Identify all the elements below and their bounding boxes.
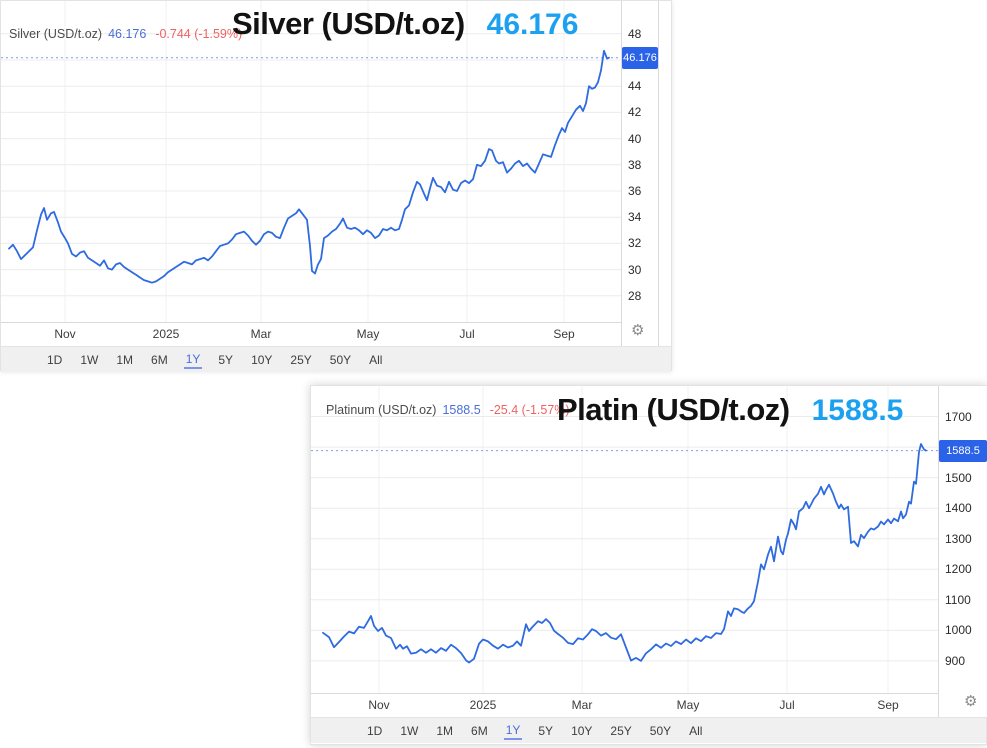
platinum-legend: Platinum (USD/t.oz) 1588.5 -25.4 (-1.57%) [326, 403, 570, 417]
x-axis-label: Nov [368, 698, 390, 712]
range-button-1d[interactable]: 1D [47, 352, 63, 367]
silver-title-text: Silver (USD/t.oz) [232, 6, 465, 41]
range-button-1w[interactable]: 1W [400, 723, 419, 738]
range-button-all[interactable]: All [369, 352, 383, 367]
range-button-1m[interactable]: 1M [116, 352, 134, 367]
platinum-page-title: Platin (USD/t.oz) 1588.5 [557, 392, 903, 428]
platinum-chart-panel: Platinum (USD/t.oz) 1588.5 -25.4 (-1.57%) … [310, 385, 987, 745]
y-axis-label: 28 [628, 289, 642, 303]
silver-range-bar: 1D 1W 1M 6M 1Y 5Y 10Y 25Y 50Y All [1, 346, 671, 372]
range-button-6m[interactable]: 6M [151, 352, 168, 367]
y-axis-label: 1400 [945, 501, 972, 515]
silver-title-price: 46.176 [486, 8, 579, 41]
x-axis-label: 2025 [152, 327, 180, 341]
silver-legend-change: -0.744 (-1.59%) [155, 27, 243, 41]
range-button-5y[interactable]: 5Y [538, 723, 554, 738]
range-button-1w[interactable]: 1W [80, 352, 99, 367]
platinum-range-bar: 1D 1W 1M 6M 1Y 5Y 10Y 25Y 50Y All [311, 717, 986, 743]
y-axis-label: 32 [628, 236, 642, 250]
x-axis-label: Jul [779, 698, 795, 712]
range-button-1m[interactable]: 1M [436, 723, 454, 738]
range-button-1y[interactable]: 1Y [503, 722, 523, 740]
silver-legend: Silver (USD/t.oz) 46.176 -0.744 (-1.59%) [9, 27, 242, 41]
silver-current-price-badge: 46.176 [622, 47, 658, 69]
y-axis-label: 900 [945, 654, 966, 668]
x-axis-label: Nov [54, 327, 76, 341]
y-axis-label: 42 [628, 105, 642, 119]
y-axis-label: 34 [628, 210, 642, 224]
y-axis-label: 44 [628, 79, 642, 93]
platinum-price-line-chart[interactable] [311, 386, 938, 693]
y-axis-label: 1000 [945, 623, 972, 637]
y-axis-label: 48 [628, 27, 642, 41]
y-axis-label: 36 [628, 184, 642, 198]
range-button-25y[interactable]: 25Y [290, 352, 312, 367]
range-button-50y[interactable]: 50Y [649, 723, 672, 738]
y-axis-label: 1100 [945, 593, 971, 607]
x-axis-label: May [356, 327, 380, 341]
y-axis-label: 38 [628, 158, 642, 172]
x-axis-label: Mar [250, 327, 272, 341]
silver-legend-symbol: Silver (USD/t.oz) [9, 27, 103, 41]
range-button-5y[interactable]: 5Y [218, 352, 234, 367]
silver-chart-panel: Silver (USD/t.oz) 46.176 -0.744 (-1.59%) S… [0, 0, 672, 372]
x-axis-label: Mar [571, 698, 593, 712]
platinum-title-text: Platin (USD/t.oz) [557, 392, 790, 427]
silver-x-axis: Nov 2025 Mar May Jul Sep [1, 322, 621, 346]
x-axis-label: 2025 [469, 698, 497, 712]
silver-price-line-chart[interactable] [1, 1, 621, 322]
silver-legend-price: 46.176 [108, 27, 147, 41]
platinum-x-axis: Nov 2025 Mar May Jul Sep [311, 693, 938, 717]
range-button-all[interactable]: All [689, 723, 703, 738]
x-axis-label: Sep [877, 698, 899, 712]
platinum-title-price: 1588.5 [811, 394, 904, 427]
y-axis-label: 1200 [945, 562, 972, 576]
x-axis-label: Sep [553, 327, 575, 341]
x-axis-label: May [676, 698, 700, 712]
range-button-10y[interactable]: 10Y [251, 352, 273, 367]
range-button-25y[interactable]: 25Y [610, 723, 632, 738]
range-button-6m[interactable]: 6M [471, 723, 488, 738]
y-axis-label: 30 [628, 263, 642, 277]
range-button-1d[interactable]: 1D [367, 723, 383, 738]
platinum-legend-change: -25.4 (-1.57%) [489, 403, 570, 417]
platinum-current-price-badge: 1588.5 [939, 440, 987, 462]
settings-gear-icon[interactable]: ⚙ [964, 693, 978, 710]
y-axis-label: 40 [628, 132, 642, 146]
platinum-y-axis: 17001600150014001300120011001000900 [938, 386, 987, 717]
range-button-1y[interactable]: 1Y [183, 351, 203, 369]
y-axis-label: 1700 [945, 410, 972, 424]
x-axis-label: Jul [459, 327, 475, 341]
settings-gear-icon[interactable]: ⚙ [631, 322, 645, 339]
platinum-legend-symbol: Platinum (USD/t.oz) [326, 403, 437, 417]
silver-page-title: Silver (USD/t.oz) 46.176 [232, 6, 578, 42]
y-axis-label: 1300 [945, 532, 972, 546]
y-axis-label: 1500 [945, 471, 972, 485]
platinum-legend-price: 1588.5 [442, 403, 481, 417]
range-button-50y[interactable]: 50Y [329, 352, 352, 367]
range-button-10y[interactable]: 10Y [571, 723, 593, 738]
